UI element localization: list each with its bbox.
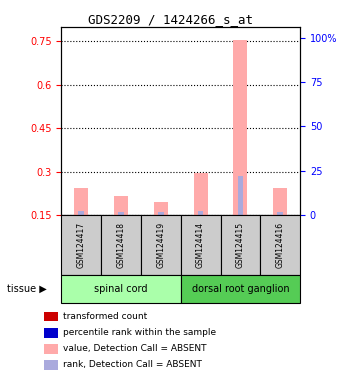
Bar <box>78 211 84 215</box>
Text: GSM124417: GSM124417 <box>77 222 86 268</box>
Text: percentile rank within the sample: percentile rank within the sample <box>63 328 216 337</box>
Bar <box>154 202 168 215</box>
Bar <box>238 176 243 215</box>
Text: GSM124416: GSM124416 <box>276 222 285 268</box>
Text: tissue ▶: tissue ▶ <box>7 284 47 294</box>
Text: value, Detection Call = ABSENT: value, Detection Call = ABSENT <box>63 344 207 353</box>
Text: GDS2209 / 1424266_s_at: GDS2209 / 1424266_s_at <box>88 13 253 26</box>
Text: rank, Detection Call = ABSENT: rank, Detection Call = ABSENT <box>63 360 202 369</box>
Text: GSM124414: GSM124414 <box>196 222 205 268</box>
FancyBboxPatch shape <box>221 215 260 275</box>
Bar <box>158 212 164 215</box>
Text: dorsal root ganglion: dorsal root ganglion <box>192 284 289 294</box>
Bar <box>118 212 124 215</box>
FancyBboxPatch shape <box>181 215 221 275</box>
Bar <box>194 173 208 215</box>
Text: spinal cord: spinal cord <box>94 284 148 294</box>
FancyBboxPatch shape <box>181 275 300 303</box>
Bar <box>273 187 287 215</box>
Text: GSM124419: GSM124419 <box>156 222 165 268</box>
FancyBboxPatch shape <box>260 215 300 275</box>
Text: transformed count: transformed count <box>63 312 147 321</box>
Text: GSM124415: GSM124415 <box>236 222 245 268</box>
Bar <box>74 187 88 215</box>
FancyBboxPatch shape <box>61 215 101 275</box>
Text: GSM124418: GSM124418 <box>117 222 125 268</box>
Bar <box>198 211 203 215</box>
FancyBboxPatch shape <box>61 275 181 303</box>
Bar <box>277 212 283 215</box>
Bar <box>234 40 247 215</box>
FancyBboxPatch shape <box>101 215 141 275</box>
Bar <box>114 196 128 215</box>
FancyBboxPatch shape <box>141 215 181 275</box>
